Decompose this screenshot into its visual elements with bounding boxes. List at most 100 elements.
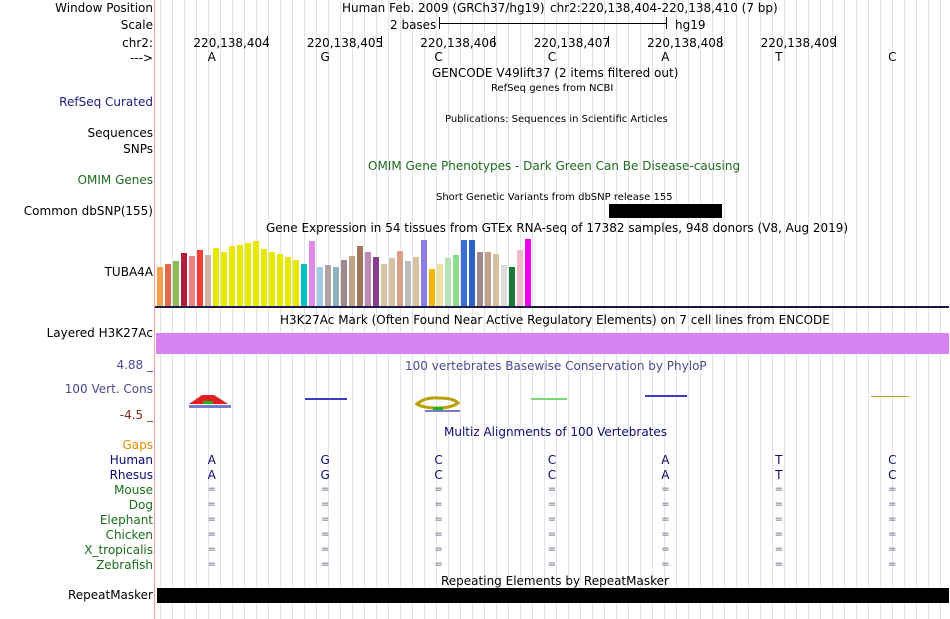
species-label-human[interactable]: Human [109, 453, 153, 467]
gtex-bar[interactable] [309, 241, 315, 306]
grid-line [580, 0, 581, 619]
gtex-bar[interactable] [357, 246, 363, 306]
gtex-bar[interactable] [413, 257, 419, 306]
species-label-dog[interactable]: Dog [128, 498, 153, 512]
gtex-bar[interactable] [189, 256, 195, 306]
alignment-base: = [320, 499, 330, 510]
gtex-bar[interactable] [493, 254, 499, 306]
gtex-bar[interactable] [461, 240, 467, 306]
gtex-bar[interactable] [501, 265, 507, 306]
alignment-base: A [207, 468, 216, 482]
gtex-bar[interactable] [349, 256, 355, 306]
reference-base: C [547, 50, 557, 64]
gtex-bar[interactable] [333, 267, 339, 306]
species-label-rhesus[interactable]: Rhesus [109, 468, 153, 482]
gtex-bar[interactable] [341, 260, 347, 306]
grid-line [760, 0, 761, 619]
label-h3k27ac[interactable]: Layered H3K27Ac [46, 326, 153, 340]
gtex-bar[interactable] [365, 252, 371, 306]
phylop-title: 100 vertebrates Basewise Conservation by… [405, 359, 707, 373]
gtex-bar[interactable] [237, 245, 243, 306]
scale-bar [439, 17, 667, 29]
gtex-bar[interactable] [221, 252, 227, 306]
reference-base: T [775, 50, 783, 64]
grid-line [316, 0, 317, 619]
gtex-bar[interactable] [301, 264, 307, 306]
phylop-conservation-glyphs[interactable] [155, 390, 949, 414]
gtex-bar[interactable] [229, 246, 235, 306]
label-cons[interactable]: 100 Vert. Cons [64, 382, 153, 396]
gtex-bar[interactable] [525, 239, 531, 306]
gtex-bar[interactable] [453, 255, 459, 306]
alignment-base: A [661, 453, 670, 467]
gtex-bar[interactable] [389, 258, 395, 306]
species-label-chicken[interactable]: Chicken [105, 528, 153, 542]
grid-line [592, 0, 593, 619]
grid-line [448, 0, 449, 619]
grid-line [556, 0, 557, 619]
alignment-base: = [207, 514, 216, 525]
alignment-base: = [207, 484, 216, 495]
gtex-bar[interactable] [325, 265, 331, 306]
repeatmasker-title: Repeating Elements by RepeatMasker [441, 574, 669, 588]
label-omim[interactable]: OMIM Genes [77, 173, 153, 187]
species-label-x_tropicalis[interactable]: X_tropicalis [84, 543, 153, 557]
label-refseq[interactable]: RefSeq Curated [59, 95, 153, 109]
gtex-bar[interactable] [317, 267, 323, 306]
phylop-glyph-G [305, 398, 347, 400]
gtex-bar[interactable] [485, 252, 491, 306]
gtex-bar[interactable] [509, 267, 515, 306]
gtex-bar[interactable] [173, 261, 179, 306]
gtex-expression-chart[interactable] [155, 236, 949, 306]
dbsnp-variant-bar[interactable] [609, 204, 722, 218]
gtex-bar[interactable] [181, 253, 187, 306]
gtex-bar[interactable] [373, 257, 379, 306]
repeatmasker-bar[interactable] [157, 588, 949, 603]
label-snps[interactable]: SNPs [123, 142, 153, 156]
gtex-bar[interactable] [405, 261, 411, 306]
gtex-bar[interactable] [261, 249, 267, 306]
gtex-bar[interactable] [517, 250, 523, 306]
gtex-bar[interactable] [285, 257, 291, 306]
gtex-title: Gene Expression in 54 tissues from GTEx … [266, 221, 849, 235]
gtex-bar[interactable] [157, 267, 163, 306]
grid-line [832, 0, 833, 619]
gtex-bar[interactable] [253, 241, 259, 306]
grid-line [160, 0, 161, 619]
species-label-zebrafish[interactable]: Zebrafish [96, 558, 153, 572]
h3k27ac-signal[interactable] [156, 333, 949, 354]
gtex-bar[interactable] [245, 243, 251, 306]
species-label-mouse[interactable]: Mouse [114, 483, 153, 497]
grid-line [628, 0, 629, 619]
gtex-bar[interactable] [469, 240, 475, 306]
gtex-bar[interactable] [165, 264, 171, 306]
ruler-label: 220,138,409 [760, 36, 837, 50]
gtex-bar[interactable] [445, 258, 451, 306]
gencode-title[interactable]: GENCODE V49lift37 (2 items filtered out) [432, 66, 679, 80]
gtex-bar[interactable] [205, 255, 211, 306]
grid-line [820, 0, 821, 619]
gtex-bar[interactable] [277, 254, 283, 306]
alignment-base: = [434, 529, 443, 540]
ruler-tick [380, 36, 382, 47]
alignment-base: = [774, 544, 784, 555]
label-gtex-gene[interactable]: TUBA4A [104, 265, 153, 279]
gtex-bar[interactable] [213, 248, 219, 306]
gtex-bar[interactable] [421, 240, 427, 306]
gtex-bar[interactable] [197, 250, 203, 306]
gtex-bar[interactable] [269, 252, 275, 306]
gtex-bar[interactable] [381, 264, 387, 306]
grid-line [484, 0, 485, 619]
gtex-bar[interactable] [437, 264, 443, 306]
gtex-bar[interactable] [293, 260, 299, 306]
label-repeatmasker[interactable]: RepeatMasker [67, 588, 153, 602]
gtex-bar[interactable] [477, 252, 483, 306]
label-dbsnp[interactable]: Common dbSNP(155) [23, 204, 153, 218]
label-window-position: Window Position [55, 1, 153, 15]
gtex-bar[interactable] [429, 269, 435, 306]
gtex-bar[interactable] [397, 251, 403, 306]
label-sequences[interactable]: Sequences [87, 126, 153, 140]
phylop-glyph-A-base [189, 405, 231, 408]
alignment-base: = [661, 529, 670, 540]
species-label-elephant[interactable]: Elephant [99, 513, 153, 527]
